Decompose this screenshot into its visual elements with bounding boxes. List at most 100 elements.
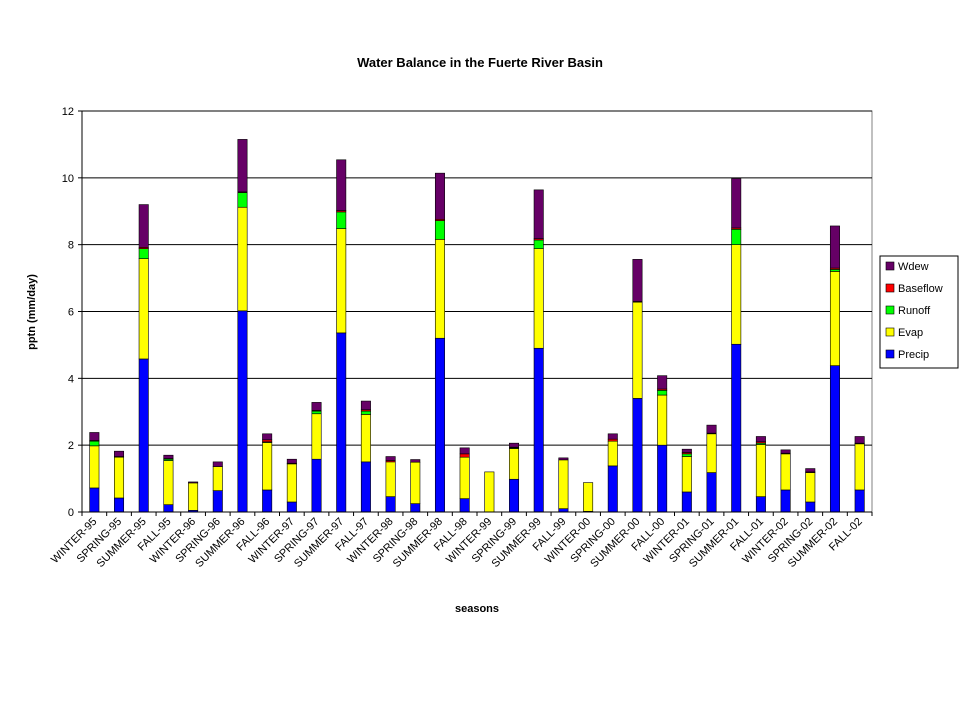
bar-wdew xyxy=(731,178,742,229)
bar-precip xyxy=(385,496,396,513)
bar-precip xyxy=(336,332,347,513)
bar-wdew xyxy=(410,459,421,463)
bar-evap xyxy=(311,413,322,460)
bars xyxy=(81,139,873,516)
legend-label-runoff: Runoff xyxy=(898,305,931,317)
bar-evap xyxy=(360,414,371,463)
legend-label-precip: Precip xyxy=(898,349,929,361)
y-axis-title: pptn (mm/day) xyxy=(26,274,38,350)
y-tick-label: 0 xyxy=(68,507,74,519)
y-tick-label: 4 xyxy=(68,373,74,385)
bar-wdew xyxy=(829,225,840,269)
x-axis-title: seasons xyxy=(455,603,499,615)
bar-runoff xyxy=(731,228,742,245)
bar-baseflow xyxy=(459,453,470,458)
bar-wdew xyxy=(237,139,248,193)
bar-evap xyxy=(237,206,248,312)
bar-runoff xyxy=(829,269,840,272)
bar-evap xyxy=(212,466,223,491)
bar-evap xyxy=(780,453,791,491)
bar-wdew xyxy=(459,447,470,455)
bar-precip xyxy=(533,347,544,513)
bar-precip xyxy=(262,489,273,513)
bar-precip xyxy=(114,497,125,513)
bar-precip xyxy=(410,503,421,513)
bar-precip xyxy=(731,343,742,513)
bar-wdew xyxy=(755,436,766,443)
bar-precip xyxy=(286,501,297,513)
y-tick-label: 12 xyxy=(62,106,74,118)
bar-wdew xyxy=(360,400,371,411)
bar-evap xyxy=(188,482,199,511)
bar-runoff xyxy=(336,211,347,229)
bar-evap xyxy=(583,482,594,512)
y-tick-label: 6 xyxy=(68,307,74,319)
y-tick-label: 8 xyxy=(68,240,74,252)
bar-wdew xyxy=(854,436,865,444)
bar-precip xyxy=(681,491,692,513)
y-tick-labels: 0 2 4 6 8 10 12 xyxy=(62,106,74,519)
legend-swatch-baseflow xyxy=(885,283,895,293)
bar-runoff xyxy=(311,410,322,415)
bar-evap xyxy=(336,228,347,334)
legend-swatch-runoff xyxy=(885,305,895,315)
bar-precip xyxy=(780,489,791,513)
bar-precip xyxy=(607,465,618,513)
bar-precip xyxy=(311,458,322,513)
bar-precip xyxy=(805,501,816,513)
bar-wdew xyxy=(533,189,544,239)
bar-precip xyxy=(706,472,717,513)
bar-precip xyxy=(459,498,470,513)
bar-evap xyxy=(657,394,668,446)
legend-swatch-wdew xyxy=(885,261,895,271)
bar-evap xyxy=(681,456,692,493)
bar-precip xyxy=(434,337,445,513)
legend-swatch-evap xyxy=(885,327,895,337)
bar-evap xyxy=(484,471,495,513)
bar-wdew xyxy=(558,457,569,461)
bar-wdew xyxy=(632,259,643,302)
bar-evap xyxy=(805,472,816,503)
bar-wdew xyxy=(286,458,297,464)
legend-label-baseflow: Baseflow xyxy=(898,283,943,295)
bar-runoff xyxy=(657,390,668,396)
bar-wdew xyxy=(385,456,396,461)
bar-runoff xyxy=(89,440,100,447)
bar-runoff xyxy=(434,220,445,240)
bar-runoff xyxy=(138,248,149,260)
bar-evap xyxy=(114,456,125,499)
bar-evap xyxy=(755,444,766,497)
bar-evap xyxy=(829,271,840,366)
bar-precip xyxy=(163,504,174,513)
legend: Wdew Baseflow Runoff Evap Precip xyxy=(879,255,959,369)
legend-label-evap: Evap xyxy=(898,327,923,339)
bar-wdew xyxy=(805,468,816,473)
bar-runoff xyxy=(681,453,692,457)
bar-evap xyxy=(286,463,297,503)
bar-precip xyxy=(89,487,100,513)
bar-evap xyxy=(163,460,174,505)
bar-evap xyxy=(138,258,149,360)
bar-precip xyxy=(829,365,840,513)
bar-precip xyxy=(509,478,520,513)
bar-evap xyxy=(731,244,742,345)
bar-wdew xyxy=(607,433,618,440)
bar-precip xyxy=(657,444,668,513)
bar-evap xyxy=(533,248,544,349)
bar-wdew xyxy=(434,172,445,220)
bar-baseflow xyxy=(262,439,273,443)
bar-wdew xyxy=(188,481,199,484)
bar-wdew xyxy=(657,375,668,390)
bar-baseflow xyxy=(607,438,618,442)
bar-wdew xyxy=(212,461,223,467)
bar-precip xyxy=(632,398,643,513)
bar-evap xyxy=(459,456,470,499)
bar-evap xyxy=(607,440,618,467)
bar-runoff xyxy=(360,410,371,415)
bar-precip xyxy=(138,358,149,513)
legend-label-wdew: Wdew xyxy=(898,261,929,273)
bar-wdew xyxy=(509,442,520,448)
bar-evap xyxy=(706,433,717,473)
bar-precip xyxy=(755,496,766,513)
